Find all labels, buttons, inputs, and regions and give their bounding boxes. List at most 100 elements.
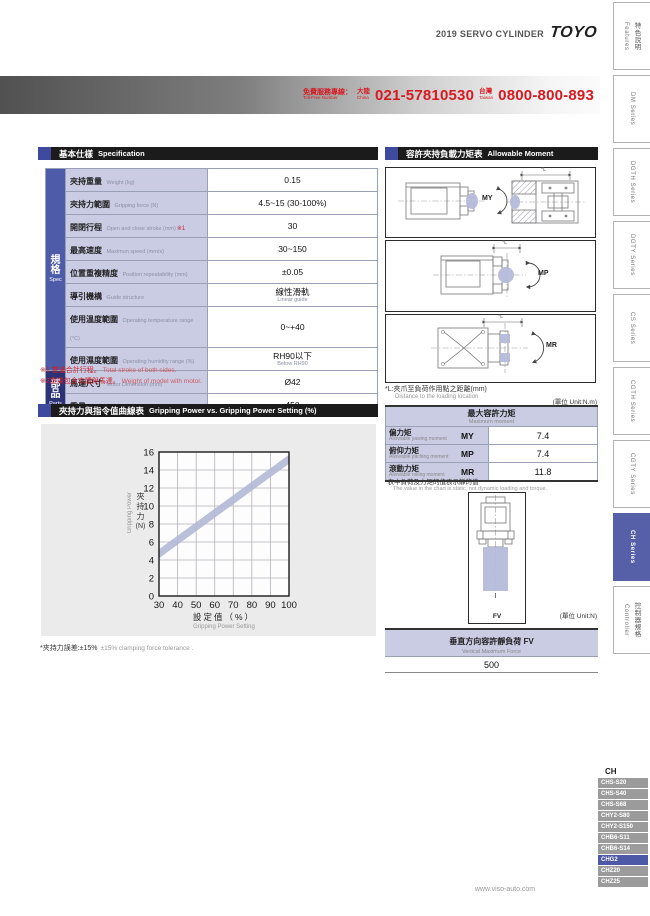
- gripper-side-and-section-drawing: [398, 171, 586, 224]
- sidebar-tab-dgth-series[interactable]: DGTH Series: [613, 148, 650, 216]
- svg-text:6: 6: [149, 537, 154, 548]
- sidebar-tab-ch-series[interactable]: CH Series: [613, 513, 650, 581]
- fv-table: 垂直方向容許靜負荷 FV Vertical Maximum Force 500: [385, 628, 598, 673]
- moment-value: 7.4: [488, 426, 598, 445]
- svg-text:60: 60: [209, 600, 220, 611]
- spec-value: 30: [207, 214, 378, 238]
- moment-code: MR: [460, 462, 489, 482]
- section-accent-square: [38, 404, 51, 417]
- svg-text:50: 50: [191, 600, 202, 611]
- ch-list: CH CHS-S20 CHS-S40 CHS-S68 CHY2-S80 CHY2-S15…: [598, 766, 648, 888]
- moment-table-header: 最大容許力矩 Maximum moment: [385, 405, 598, 427]
- hotline: 免費服務專線： Toll-Free Number 大陸 China 021-57…: [303, 76, 594, 114]
- ch-list-item-chg2[interactable]: CHG2: [598, 855, 648, 865]
- unit-force: (單位 Unit:N): [559, 613, 597, 620]
- static-value-note: *表中負荷及力矩的值表示靜的值 The value in the chart i…: [385, 479, 548, 492]
- spec-value: ±0.05: [207, 260, 378, 284]
- spec-value: 30~150: [207, 237, 378, 261]
- svg-text:0: 0: [149, 591, 154, 602]
- spec-row: 夾持力範圍 Gripping force (N) 4.5~15 (30-100%): [46, 191, 378, 215]
- spec-label: 最高速度 Maximun speed (mm/s): [65, 237, 208, 261]
- svg-text:70: 70: [228, 600, 239, 611]
- ch-list-item-chy2-s80[interactable]: CHY2-S80: [598, 811, 648, 821]
- sidebar-tab-dgty-series[interactable]: DGTY Series: [613, 221, 650, 289]
- sidebar-tab-cgty-series[interactable]: CGTY Series: [613, 440, 650, 508]
- sidebar-tab-features[interactable]: Features 特色說明: [613, 2, 650, 70]
- ch-list-item-chy2-s150[interactable]: CHY2-S150: [598, 822, 648, 832]
- spec-label: 使用溫度範圍 Operating temperature range (°C): [65, 306, 208, 348]
- fv-code-label: FV: [492, 613, 502, 620]
- spec-value: Ø42: [207, 370, 378, 394]
- ch-list-item-chs-s40[interactable]: CHS-S40: [598, 789, 648, 799]
- vertical-load-drawing: [476, 495, 515, 598]
- moment-row: 滾動力矩 Allowable rolling moment MR 11.8: [385, 462, 598, 482]
- distance-note: *L:夾爪至負荷作用點之距離(mm) Distance to the loadi…: [385, 386, 487, 400]
- ch-list-item-chz20[interactable]: CHZ20: [598, 866, 648, 876]
- ch-list-header: CH: [605, 767, 617, 776]
- moment-table-body: 偏力矩 Allowable yawing moment MY 7.4 俯仰力矩 Allow…: [385, 426, 598, 482]
- hotline-region-taiwan: 台灣 Taiwan: [479, 88, 494, 101]
- spec-value: RH90以下 Below RH90: [207, 347, 378, 371]
- moment-label: 偏力矩 Allowable yawing moment: [385, 426, 460, 445]
- sidebar-tab-cgth-series[interactable]: CGTH Series: [613, 367, 650, 435]
- hotline-label: 免費服務專線： Toll-Free Number: [302, 88, 352, 101]
- spec-label: 位置重複精度 Position repeatability (mm): [65, 260, 208, 284]
- spec-row: 導引機構 Guide structure 線性滑軌 Linear guide: [46, 283, 378, 307]
- moment-code-my: MY: [482, 195, 493, 202]
- dim-label-l: *L: [498, 314, 504, 320]
- header-gradient-bar: 免費服務專線： Toll-Free Number 大陸 China 021-57…: [0, 76, 600, 114]
- spec-label: 馬達尺寸 Motor Dimension (mm): [65, 370, 208, 394]
- section-accent-square: [385, 147, 398, 160]
- chart-panel: 30 40 50 60 70 80 90 100 0 2 4 6 8 10 12 14 16 Gripping …: [41, 424, 376, 636]
- diagram-my: MY *L: [385, 167, 596, 238]
- spec-row: 最高速度 Maximun speed (mm/s) 30~150: [46, 237, 378, 261]
- spec-section-header: 基本仕樣 Specification: [38, 147, 378, 160]
- catalog-title: 2019 SERVO CYLINDER: [435, 29, 544, 39]
- spec-footnote-2: ※2重量包含本體與馬達。 Weight of model with motor.: [40, 378, 202, 385]
- diagram-mr: MR *L: [385, 314, 596, 383]
- sidebar-tab-controller[interactable]: Controller 控制器規格: [613, 586, 650, 654]
- spec-row: 部品Parts馬達尺寸 Motor Dimension (mm)Ø42: [45, 370, 378, 417]
- svg-text:80: 80: [247, 600, 258, 611]
- sidebar-tab-cs-series[interactable]: CS Series: [613, 294, 650, 362]
- ch-list-item-chb6-s11[interactable]: CHB6-S11: [598, 833, 648, 843]
- spec-value: 0.15: [207, 168, 378, 192]
- phone-china: 021-57810530: [374, 86, 475, 104]
- moment-code: MP: [460, 444, 489, 463]
- svg-text:4: 4: [149, 555, 154, 566]
- moment-code: MY: [460, 426, 489, 445]
- chart-svg: 30 40 50 60 70 80 90 100 0 2 4 6 8 10 12 14 16: [143, 447, 297, 611]
- ch-list-item-chz25[interactable]: CHZ25: [598, 877, 648, 887]
- gripper-side-drawing: [433, 244, 541, 299]
- ch-list-item-chb6-s14[interactable]: CHB6-S14: [598, 844, 648, 854]
- spec-label: 夾持力範圍 Gripping force (N): [65, 191, 208, 215]
- spec-row: 規格 Spec 夾持重量 Weight (kg) 0.15: [45, 168, 378, 371]
- moment-value: 11.8: [488, 462, 598, 482]
- ch-list-item-chs-s20[interactable]: CHS-S20: [598, 778, 648, 788]
- brand: 2019 SERVO CYLINDER TOYO: [435, 24, 598, 42]
- sidebar-tab-dm-series[interactable]: DM Series: [613, 75, 650, 143]
- spec-value: 0~+40: [207, 306, 378, 348]
- svg-text:90: 90: [265, 600, 276, 611]
- ch-list-items: CHS-S20 CHS-S40 CHS-S68 CHY2-S80 CHY2-S150 CH…: [598, 778, 648, 887]
- moment-label: 滾動力矩 Allowable rolling moment: [385, 462, 460, 482]
- spec-group-spec: 規格 Spec: [45, 168, 66, 371]
- gripper-front-drawing: [431, 318, 545, 373]
- ch-list-item-chs-s68[interactable]: CHS-S68: [598, 800, 648, 810]
- moment-row: 偏力矩 Allowable yawing moment MY 7.4: [385, 426, 598, 445]
- diagram-mp: MP *L: [385, 240, 596, 312]
- spec-footnote-1: ※1 雙邊合計行程。 Total stroke of both sides.: [40, 367, 177, 374]
- moment-table: 最大容許力矩 Maximum moment 偏力矩 Allowable yawin…: [385, 405, 598, 482]
- website-link[interactable]: www.viso-auto.com: [474, 886, 536, 893]
- chart-x-axis-label: 設定值（%） Gripping Power Setting: [192, 612, 256, 630]
- spec-value: 線性滑軌 Linear guide: [207, 283, 378, 307]
- spec-value: 4.5~15 (30-100%): [207, 191, 378, 215]
- svg-text:2: 2: [149, 573, 154, 584]
- svg-text:30: 30: [154, 600, 165, 611]
- moment-value: 7.4: [488, 444, 598, 463]
- unit-moment: (單位 Unit:N.m): [552, 399, 597, 406]
- svg-text:8: 8: [149, 519, 154, 530]
- fv-value: 500: [385, 656, 598, 673]
- spec-label: 導引機構 Guide structure: [65, 283, 208, 307]
